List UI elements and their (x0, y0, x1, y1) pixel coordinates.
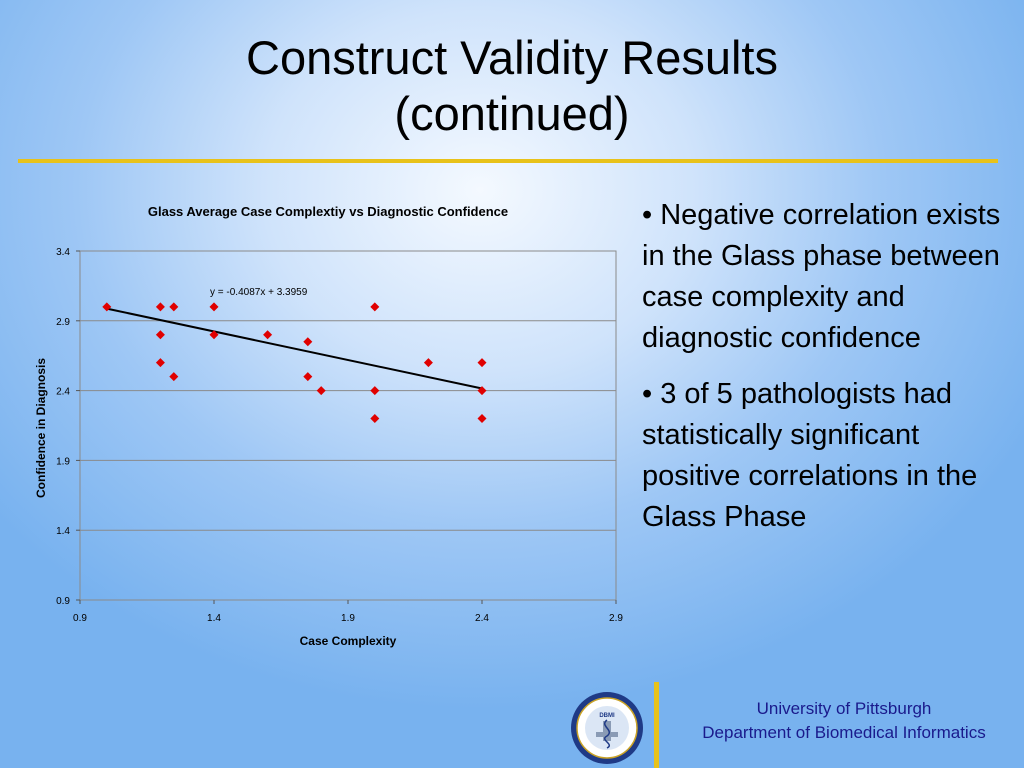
x-axis-ticks: 0.9 1.4 1.9 2.4 2.9 (73, 600, 623, 624)
x-tick-label: 0.9 (73, 613, 87, 624)
y-tick-label: 2.9 (56, 317, 70, 328)
data-point-marker (209, 302, 219, 312)
trendline (106, 307, 483, 390)
data-point-marker (102, 302, 112, 312)
title-divider (18, 159, 998, 163)
x-tick-label: 2.4 (475, 613, 489, 624)
y-axis-ticks: 0.9 1.4 1.9 2.4 2.9 3.4 (56, 247, 80, 607)
data-points (102, 302, 487, 424)
bullet-pathologists: • 3 of 5 pathologists had statistically … (642, 378, 978, 533)
data-point-marker (155, 330, 165, 340)
dbmi-seal-logo: DBMI (571, 692, 643, 764)
y-tick-label: 3.4 (56, 247, 70, 258)
bullet-negative-correlation: • Negative correlation exists in the Gla… (642, 199, 1001, 354)
data-point-marker (169, 372, 179, 382)
data-point-marker (209, 330, 219, 340)
title-line-2: (continued) (394, 87, 630, 140)
title-line-1: Construct Validity Results (246, 31, 778, 84)
scatter-chart: Glass Average Case Complextiy vs Diagnos… (34, 204, 623, 648)
footer-divider (654, 682, 659, 768)
data-point-marker (303, 337, 313, 347)
data-point-marker (423, 358, 433, 368)
data-point-marker (477, 386, 487, 396)
logo-text: DBMI (599, 713, 615, 719)
data-point-marker (263, 330, 273, 340)
footer-affiliation: University of Pittsburgh Department of B… (664, 697, 1024, 745)
x-tick-label: 2.9 (609, 613, 623, 624)
data-point-marker (316, 386, 326, 396)
data-point-marker (303, 372, 313, 382)
y-tick-label: 1.9 (56, 456, 70, 467)
data-point-marker (370, 414, 380, 424)
data-point-marker (370, 302, 380, 312)
footer-department: Department of Biomedical Informatics (702, 723, 986, 742)
chart-title: Glass Average Case Complextiy vs Diagnos… (148, 204, 508, 219)
data-point-marker (477, 358, 487, 368)
trendline-equation: y = -0.4087x + 3.3959 (210, 287, 308, 298)
y-tick-label: 0.9 (56, 596, 70, 607)
data-point-marker (169, 302, 179, 312)
slide-title: Construct Validity Results (continued) (0, 30, 1024, 142)
data-point-marker (155, 302, 165, 312)
data-point-marker (477, 414, 487, 424)
data-point-marker (370, 386, 380, 396)
bullet-list: • Negative correlation exists in the Gla… (642, 195, 1014, 553)
x-tick-label: 1.9 (341, 613, 355, 624)
x-axis-label: Case Complexity (300, 634, 397, 648)
y-axis-label: Confidence in Diagnosis (34, 358, 48, 498)
y-tick-label: 2.4 (56, 387, 70, 398)
data-point-marker (155, 358, 165, 368)
x-tick-label: 1.4 (207, 613, 221, 624)
y-tick-label: 1.4 (56, 526, 70, 537)
footer-university: University of Pittsburgh (756, 699, 932, 718)
